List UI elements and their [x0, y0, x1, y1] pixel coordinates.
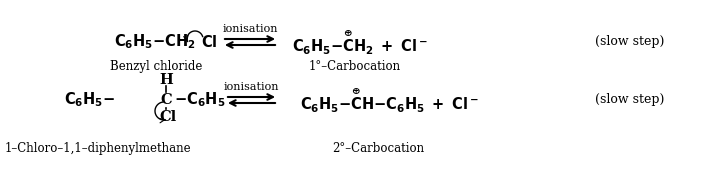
Text: $\mathbf{C_6H_5{-}\overset{\oplus}{C}H{-}C_6H_5\ +\ Cl^-}$: $\mathbf{C_6H_5{-}\overset{\oplus}{C}H{-… [301, 85, 479, 115]
Text: H: H [159, 73, 173, 87]
Text: $\mathbf{C_6H_5{-}CH_2}$: $\mathbf{C_6H_5{-}CH_2}$ [114, 33, 196, 51]
Text: $\mathbf{Cl}$: $\mathbf{Cl}$ [201, 34, 218, 50]
Text: (slow step): (slow step) [596, 94, 665, 106]
Text: 1°–Carbocation: 1°–Carbocation [309, 60, 401, 73]
Text: 1–Chloro–1,1–diphenylmethane: 1–Chloro–1,1–diphenylmethane [5, 142, 191, 155]
Text: $\mathbf{{-}C_6H_5}$: $\mathbf{{-}C_6H_5}$ [174, 91, 225, 109]
Text: 2°–Carbocation: 2°–Carbocation [332, 142, 424, 155]
Text: Cl: Cl [159, 110, 177, 124]
Text: (slow step): (slow step) [596, 35, 665, 49]
Text: ionisation: ionisation [223, 82, 279, 92]
Text: C: C [161, 93, 172, 107]
Text: ionisation: ionisation [222, 24, 278, 34]
Text: $\mathbf{C_6H_5{-}\overset{\oplus}{C}H_2\ +\ Cl^-}$: $\mathbf{C_6H_5{-}\overset{\oplus}{C}H_2… [292, 27, 428, 57]
Text: Benzyl chloride: Benzyl chloride [110, 60, 202, 73]
Text: $\mathbf{C_6H_5{-}}$: $\mathbf{C_6H_5{-}}$ [64, 91, 115, 109]
